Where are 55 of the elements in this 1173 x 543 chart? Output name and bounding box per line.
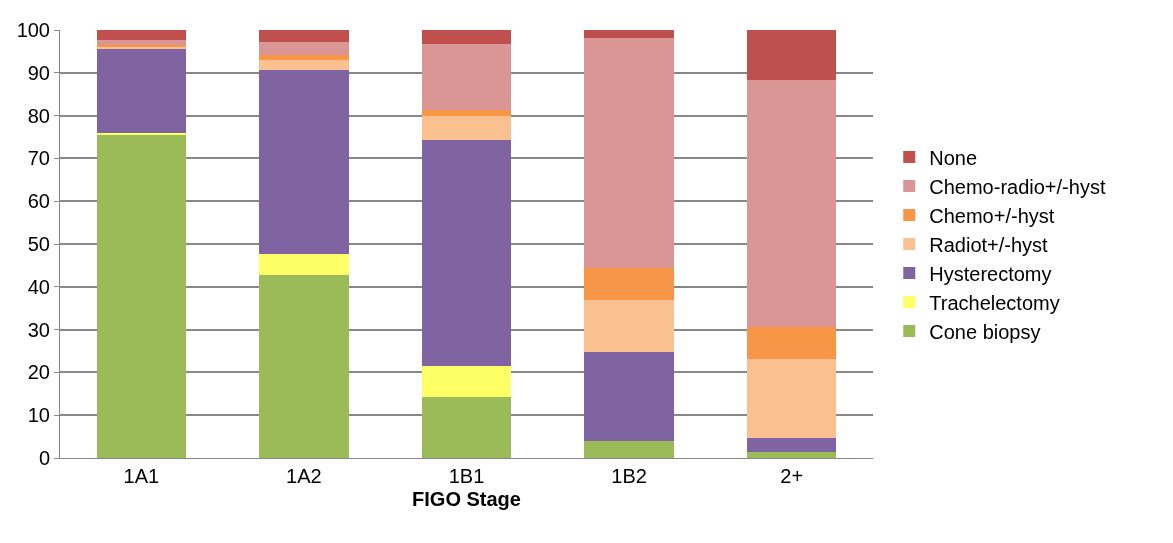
bar (96, 39, 187, 45)
y-tick-label: 50 (27, 233, 50, 255)
bar (421, 397, 512, 458)
bar (96, 134, 187, 458)
bar (746, 327, 837, 359)
legend-label: Chemo-radio+/-hyst (929, 175, 1106, 198)
legend-label: Trachelectomy (929, 291, 1060, 314)
x-tick-label: 2+ (780, 465, 804, 487)
y-tick-label: 10 (27, 404, 50, 427)
bar (584, 37, 674, 268)
x-tick-label: 1B1 (448, 465, 485, 487)
bar (746, 438, 837, 453)
y-tick-label: 30 (27, 318, 50, 341)
x-tick-label: 1A1 (123, 465, 160, 487)
bar (96, 132, 187, 135)
y-tick-label: 0 (38, 447, 50, 469)
bar (259, 41, 349, 55)
bar (746, 30, 837, 80)
bar (421, 109, 512, 116)
bar (259, 59, 349, 70)
bar (259, 54, 349, 60)
legend-label: Hysterectomy (929, 262, 1052, 285)
x-axis-title: FIGO Stage (412, 487, 521, 510)
legend-label: Cone biopsy (929, 320, 1041, 343)
bar (421, 30, 512, 44)
bar (746, 79, 837, 328)
bar (584, 300, 674, 352)
bar (584, 30, 674, 38)
bar (259, 253, 349, 276)
x-tick-label: 1B2 (611, 465, 647, 487)
y-tick-label: 80 (27, 104, 50, 127)
bar (421, 115, 512, 140)
bar (421, 365, 512, 398)
bar (584, 267, 674, 301)
legend-label: None (929, 146, 978, 169)
y-tick-label: 90 (27, 61, 50, 84)
y-tick-label: 60 (27, 190, 50, 213)
legend-label: Chemo+/-hyst (929, 204, 1055, 227)
bar (584, 441, 674, 458)
bar (421, 43, 512, 110)
bar (259, 69, 349, 254)
bar (96, 30, 187, 40)
y-tick-label: 100 (16, 19, 50, 41)
y-tick-label: 40 (27, 275, 50, 298)
bar (259, 30, 349, 42)
legend-label: Radiot+/-hyst (929, 233, 1049, 256)
y-tick-label: 70 (27, 147, 50, 170)
bar (746, 358, 837, 439)
bar (96, 48, 187, 133)
y-tick-label: 20 (27, 361, 50, 384)
bar (259, 275, 349, 458)
bar (584, 351, 674, 442)
bar (421, 140, 512, 366)
x-tick-label: 1A2 (286, 465, 322, 487)
bar (746, 452, 837, 458)
